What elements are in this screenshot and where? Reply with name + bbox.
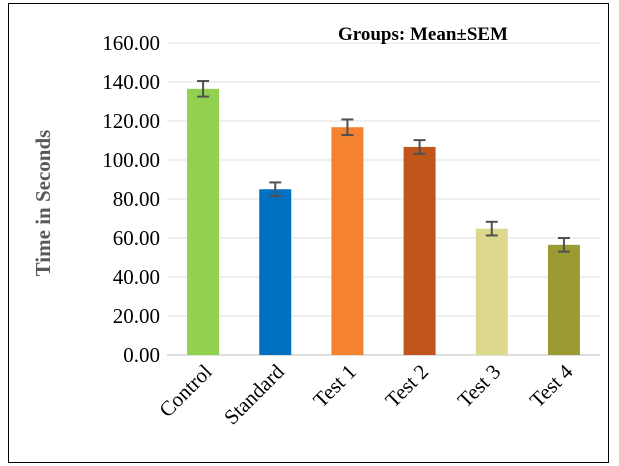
error-bar (269, 181, 282, 198)
bars (187, 88, 580, 356)
y-tick-label: 80.00 (113, 187, 160, 211)
x-category-label: Test 4 (525, 359, 578, 412)
bar-test-3 (475, 228, 508, 355)
y-tick-label: 120.00 (102, 109, 160, 133)
error-bar (485, 220, 498, 237)
x-category-labels: Control Standard Test 1 Test 2 Test 3 Test 4 (154, 359, 578, 429)
error-bar (557, 237, 570, 253)
error-bar (341, 118, 354, 137)
x-category-label: Control (154, 359, 216, 421)
error-bars (197, 80, 570, 253)
y-tick-label: 100.00 (102, 148, 160, 172)
y-tick-label: 40.00 (113, 265, 160, 289)
y-tick-label: 160.00 (102, 31, 160, 55)
bar-standard (259, 189, 292, 355)
error-bar (197, 80, 210, 98)
bar-control (187, 88, 220, 355)
error-bar (413, 139, 426, 155)
x-category-label: Test 3 (453, 360, 506, 413)
y-tick-label: 20.00 (113, 304, 160, 328)
bar-test-1 (331, 127, 364, 356)
gridlines (167, 42, 600, 356)
y-tick-label: 0.00 (123, 343, 160, 367)
x-category-label: Standard (219, 359, 289, 429)
y-tick-label: 140.00 (102, 70, 160, 94)
bar-test-4 (547, 244, 580, 355)
y-tick-labels: 0.00 20.00 40.00 60.00 80.00 100.00 120.00 140.… (102, 31, 160, 367)
bar-test-2 (403, 146, 436, 355)
x-category-label: Test 2 (380, 360, 433, 413)
y-axis-label: Time in Seconds (31, 130, 55, 277)
chart-frame (8, 3, 609, 463)
chart-title: Groups: Mean±SEM (338, 24, 508, 45)
y-tick-label: 60.00 (113, 226, 160, 250)
x-category-label: Test 1 (308, 360, 361, 413)
